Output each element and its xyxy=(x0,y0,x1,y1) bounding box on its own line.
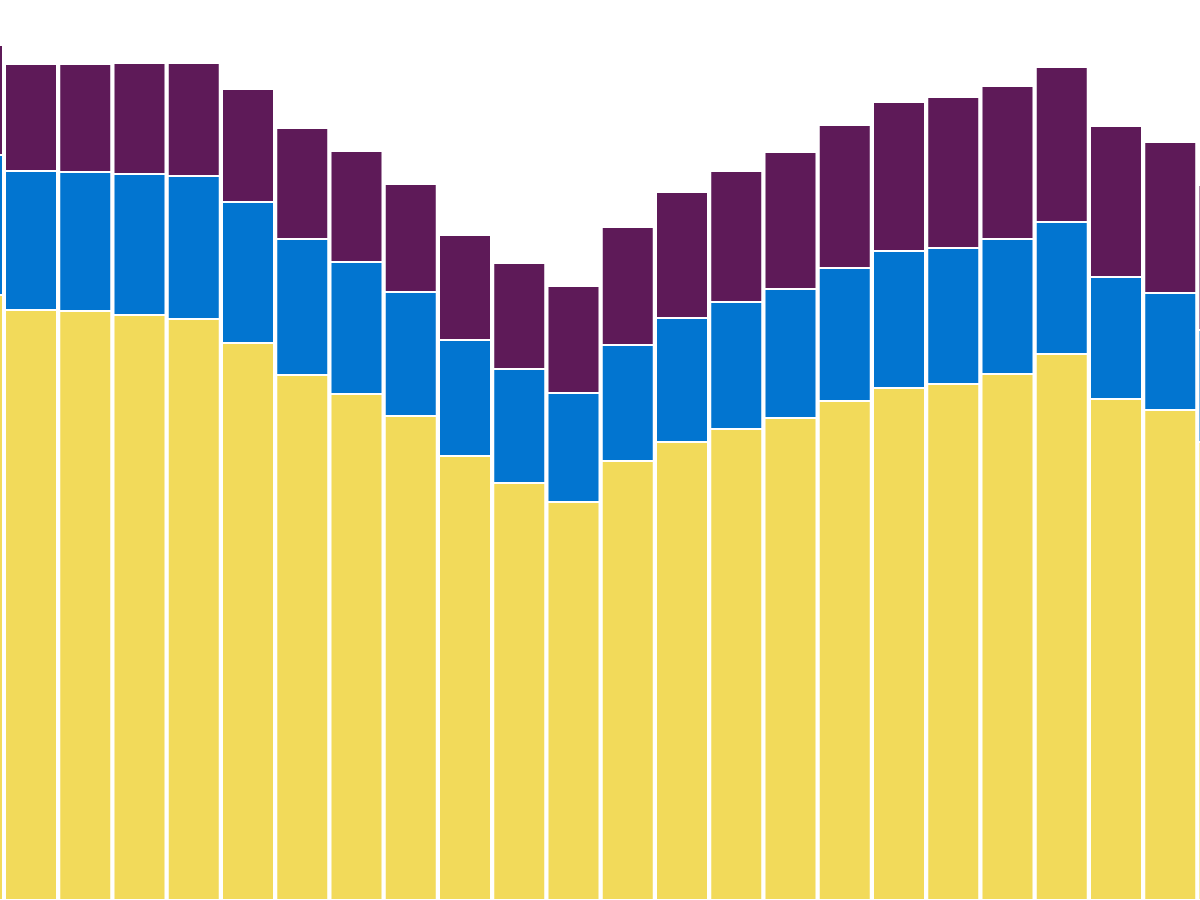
bar-segment-purple-6 xyxy=(275,127,330,240)
bar-segment-blue-1 xyxy=(4,170,58,311)
bar-segment-blue-5 xyxy=(221,201,275,344)
bar-segment-blue-3 xyxy=(112,173,167,316)
bar-segment-blue-18 xyxy=(926,247,981,385)
bar-segment-yellow-22 xyxy=(1143,409,1198,900)
bar-segment-blue-2 xyxy=(58,171,113,312)
bar-segment-yellow-18 xyxy=(926,383,981,900)
bar-segment-blue-16 xyxy=(817,267,872,402)
bar-segment-purple-4 xyxy=(166,62,221,177)
bar-segment-purple-3 xyxy=(112,62,167,175)
bar-segment-yellow-4 xyxy=(166,318,221,900)
bar-segment-blue-4 xyxy=(166,175,221,320)
bars-layer xyxy=(0,44,1200,900)
bar-segment-purple-15 xyxy=(763,151,818,290)
bar-segment-yellow-5 xyxy=(221,342,275,900)
bar-segment-purple-18 xyxy=(926,96,981,249)
bar-segment-edge-purple xyxy=(0,44,4,156)
bar-segment-yellow-14 xyxy=(709,428,764,900)
bar-segment-purple-13 xyxy=(655,191,709,319)
bar-segment-purple-23 xyxy=(1197,184,1200,331)
bar-segment-purple-5 xyxy=(221,88,275,203)
bar-segment-blue-17 xyxy=(872,250,926,389)
bar-segment-yellow-21 xyxy=(1089,398,1143,900)
bar-segment-blue-19 xyxy=(980,238,1035,375)
bar-segment-purple-22 xyxy=(1143,141,1198,294)
bar-segment-purple-8 xyxy=(383,183,438,293)
bar-segment-purple-1 xyxy=(4,63,58,172)
bar-segment-blue-13 xyxy=(655,317,709,443)
bar-segment-purple-7 xyxy=(329,150,384,263)
bar-segment-yellow-19 xyxy=(980,373,1035,900)
bar-segment-yellow-8 xyxy=(383,415,438,900)
bar-segment-yellow-10 xyxy=(492,482,547,900)
bar-segment-edge-yellow xyxy=(0,294,4,900)
bar-segment-blue-7 xyxy=(329,261,384,395)
bar-segment-yellow-2 xyxy=(58,310,113,900)
bar-segment-purple-14 xyxy=(709,170,764,303)
bar-segment-yellow-20 xyxy=(1034,353,1089,900)
bar-segment-blue-10 xyxy=(492,368,547,484)
bar-segment-blue-20 xyxy=(1034,221,1089,355)
bar-segment-yellow-13 xyxy=(655,441,709,900)
bar-segment-yellow-11 xyxy=(546,501,601,900)
bar-segment-purple-16 xyxy=(817,124,872,269)
bar-segment-blue-8 xyxy=(383,291,438,417)
bar-segment-blue-9 xyxy=(438,339,492,457)
bar-segment-purple-17 xyxy=(872,101,926,252)
bar-segment-blue-21 xyxy=(1089,276,1143,400)
bar-segment-blue-15 xyxy=(763,288,818,419)
bar-segment-yellow-3 xyxy=(112,314,167,900)
bar-segment-yellow-16 xyxy=(817,400,872,900)
bar-segment-purple-19 xyxy=(980,85,1035,240)
bar-segment-yellow-12 xyxy=(600,460,655,900)
bar-segment-yellow-9 xyxy=(438,455,492,900)
bar-segment-blue-23 xyxy=(1197,329,1200,443)
bar-segment-yellow-1 xyxy=(4,309,58,900)
bar-segment-blue-11 xyxy=(546,392,601,503)
bar-segment-purple-9 xyxy=(438,234,492,341)
bar-segment-yellow-6 xyxy=(275,374,330,900)
bar-segment-blue-6 xyxy=(275,238,330,376)
bar-segment-blue-22 xyxy=(1143,292,1198,411)
bar-segment-yellow-15 xyxy=(763,417,818,900)
bar-segment-blue-12 xyxy=(600,344,655,462)
bar-segment-purple-10 xyxy=(492,262,547,370)
bar-segment-purple-11 xyxy=(546,285,601,394)
bar-segment-yellow-17 xyxy=(872,387,926,900)
bar-segment-purple-12 xyxy=(600,226,655,346)
bar-segment-edge-blue xyxy=(0,154,4,296)
bar-segment-blue-14 xyxy=(709,301,764,430)
bar-segment-yellow-23 xyxy=(1197,441,1200,900)
bar-segment-purple-20 xyxy=(1034,66,1089,223)
bar-segment-purple-2 xyxy=(58,63,113,173)
bar-segment-yellow-7 xyxy=(329,393,384,900)
bar-segment-purple-21 xyxy=(1089,125,1143,278)
